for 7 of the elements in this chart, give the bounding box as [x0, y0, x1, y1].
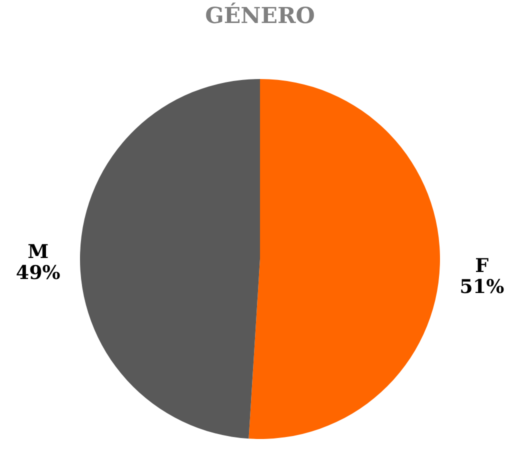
data-label: 51%: [460, 276, 504, 298]
slice-label: F: [475, 254, 490, 277]
pie-slice: [80, 79, 260, 439]
pie-slice: [248, 79, 440, 439]
chart-title: GÉNERO: [205, 2, 315, 29]
data-label: 49%: [16, 262, 60, 284]
slice-label: M: [28, 241, 49, 264]
